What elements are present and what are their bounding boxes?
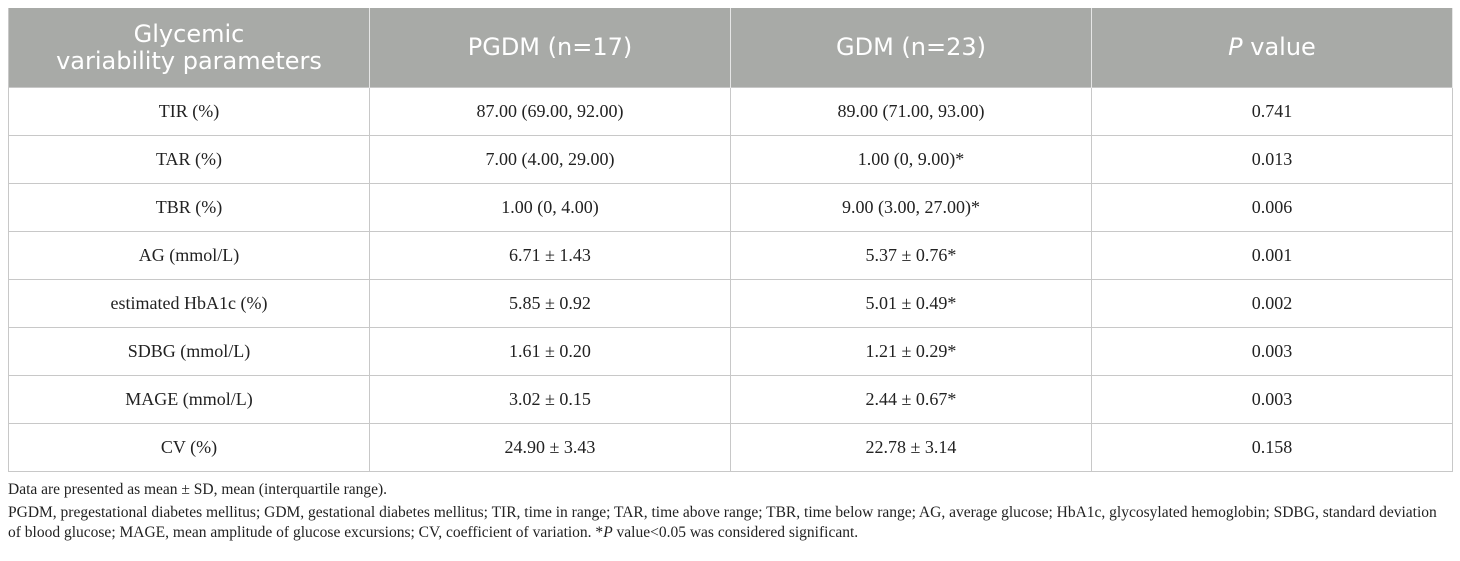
cell-pgdm: 3.02 ± 0.15 [369,375,731,424]
table-container: Glycemic variability parameters PGDM (n=… [8,8,1453,546]
footnote-significance-text: value<0.05 was considered significant. [612,524,859,541]
cell-param: CV (%) [8,423,370,472]
cell-p: 0.006 [1091,183,1453,232]
header-parameters-line2: variability parameters [56,46,322,75]
cell-param: TIR (%) [8,87,370,136]
table-row: TIR (%) 87.00 (69.00, 92.00) 89.00 (71.0… [8,87,1453,136]
table-row: TBR (%) 1.00 (0, 4.00) 9.00 (3.00, 27.00… [8,183,1453,232]
cell-gdm: 1.00 (0, 9.00)* [730,135,1092,184]
table-row: CV (%) 24.90 ± 3.43 22.78 ± 3.14 0.158 [8,423,1453,472]
header-gdm: GDM (n=23) [730,8,1092,88]
footnote-abbreviations-text: PGDM, pregestational diabetes mellitus; … [8,504,1437,541]
footnote-abbreviations: PGDM, pregestational diabetes mellitus; … [8,503,1452,543]
cell-gdm: 89.00 (71.00, 93.00) [730,87,1092,136]
cell-p: 0.013 [1091,135,1453,184]
cell-gdm: 5.01 ± 0.49* [730,279,1092,328]
cell-p: 0.002 [1091,279,1453,328]
cell-gdm: 22.78 ± 3.14 [730,423,1092,472]
header-parameters: Glycemic variability parameters [8,8,370,88]
cell-pgdm: 5.85 ± 0.92 [369,279,731,328]
cell-pgdm: 24.90 ± 3.43 [369,423,731,472]
cell-gdm: 1.21 ± 0.29* [730,327,1092,376]
table-row: estimated HbA1c (%) 5.85 ± 0.92 5.01 ± 0… [8,279,1453,328]
cell-p: 0.741 [1091,87,1453,136]
cell-p: 0.003 [1091,375,1453,424]
glycemic-variability-table: Glycemic variability parameters PGDM (n=… [8,8,1453,472]
cell-gdm: 2.44 ± 0.67* [730,375,1092,424]
cell-p: 0.158 [1091,423,1453,472]
header-parameters-line1: Glycemic [133,19,245,48]
cell-gdm: 9.00 (3.00, 27.00)* [730,183,1092,232]
header-p-rest: value [1242,33,1316,61]
cell-param: TBR (%) [8,183,370,232]
table-row: SDBG (mmol/L) 1.61 ± 0.20 1.21 ± 0.29* 0… [8,327,1453,376]
table-row: MAGE (mmol/L) 3.02 ± 0.15 2.44 ± 0.67* 0… [8,375,1453,424]
footnote-p-italic: P [603,524,613,541]
cell-pgdm: 1.00 (0, 4.00) [369,183,731,232]
cell-pgdm: 7.00 (4.00, 29.00) [369,135,731,184]
cell-param: SDBG (mmol/L) [8,327,370,376]
table-footnotes: Data are presented as mean ± SD, mean (i… [8,480,1452,543]
cell-pgdm: 1.61 ± 0.20 [369,327,731,376]
table-row: AG (mmol/L) 6.71 ± 1.43 5.37 ± 0.76* 0.0… [8,231,1453,280]
header-p-value: P value [1091,8,1453,88]
footnote-data-presentation: Data are presented as mean ± SD, mean (i… [8,481,388,498]
table-row: TAR (%) 7.00 (4.00, 29.00) 1.00 (0, 9.00… [8,135,1453,184]
cell-param: TAR (%) [8,135,370,184]
cell-pgdm: 6.71 ± 1.43 [369,231,731,280]
cell-param: estimated HbA1c (%) [8,279,370,328]
cell-param: MAGE (mmol/L) [8,375,370,424]
cell-pgdm: 87.00 (69.00, 92.00) [369,87,731,136]
header-p-italic: P [1228,33,1243,61]
cell-p: 0.003 [1091,327,1453,376]
cell-gdm: 5.37 ± 0.76* [730,231,1092,280]
cell-p: 0.001 [1091,231,1453,280]
header-row: Glycemic variability parameters PGDM (n=… [8,8,1453,88]
header-pgdm: PGDM (n=17) [369,8,731,88]
cell-param: AG (mmol/L) [8,231,370,280]
